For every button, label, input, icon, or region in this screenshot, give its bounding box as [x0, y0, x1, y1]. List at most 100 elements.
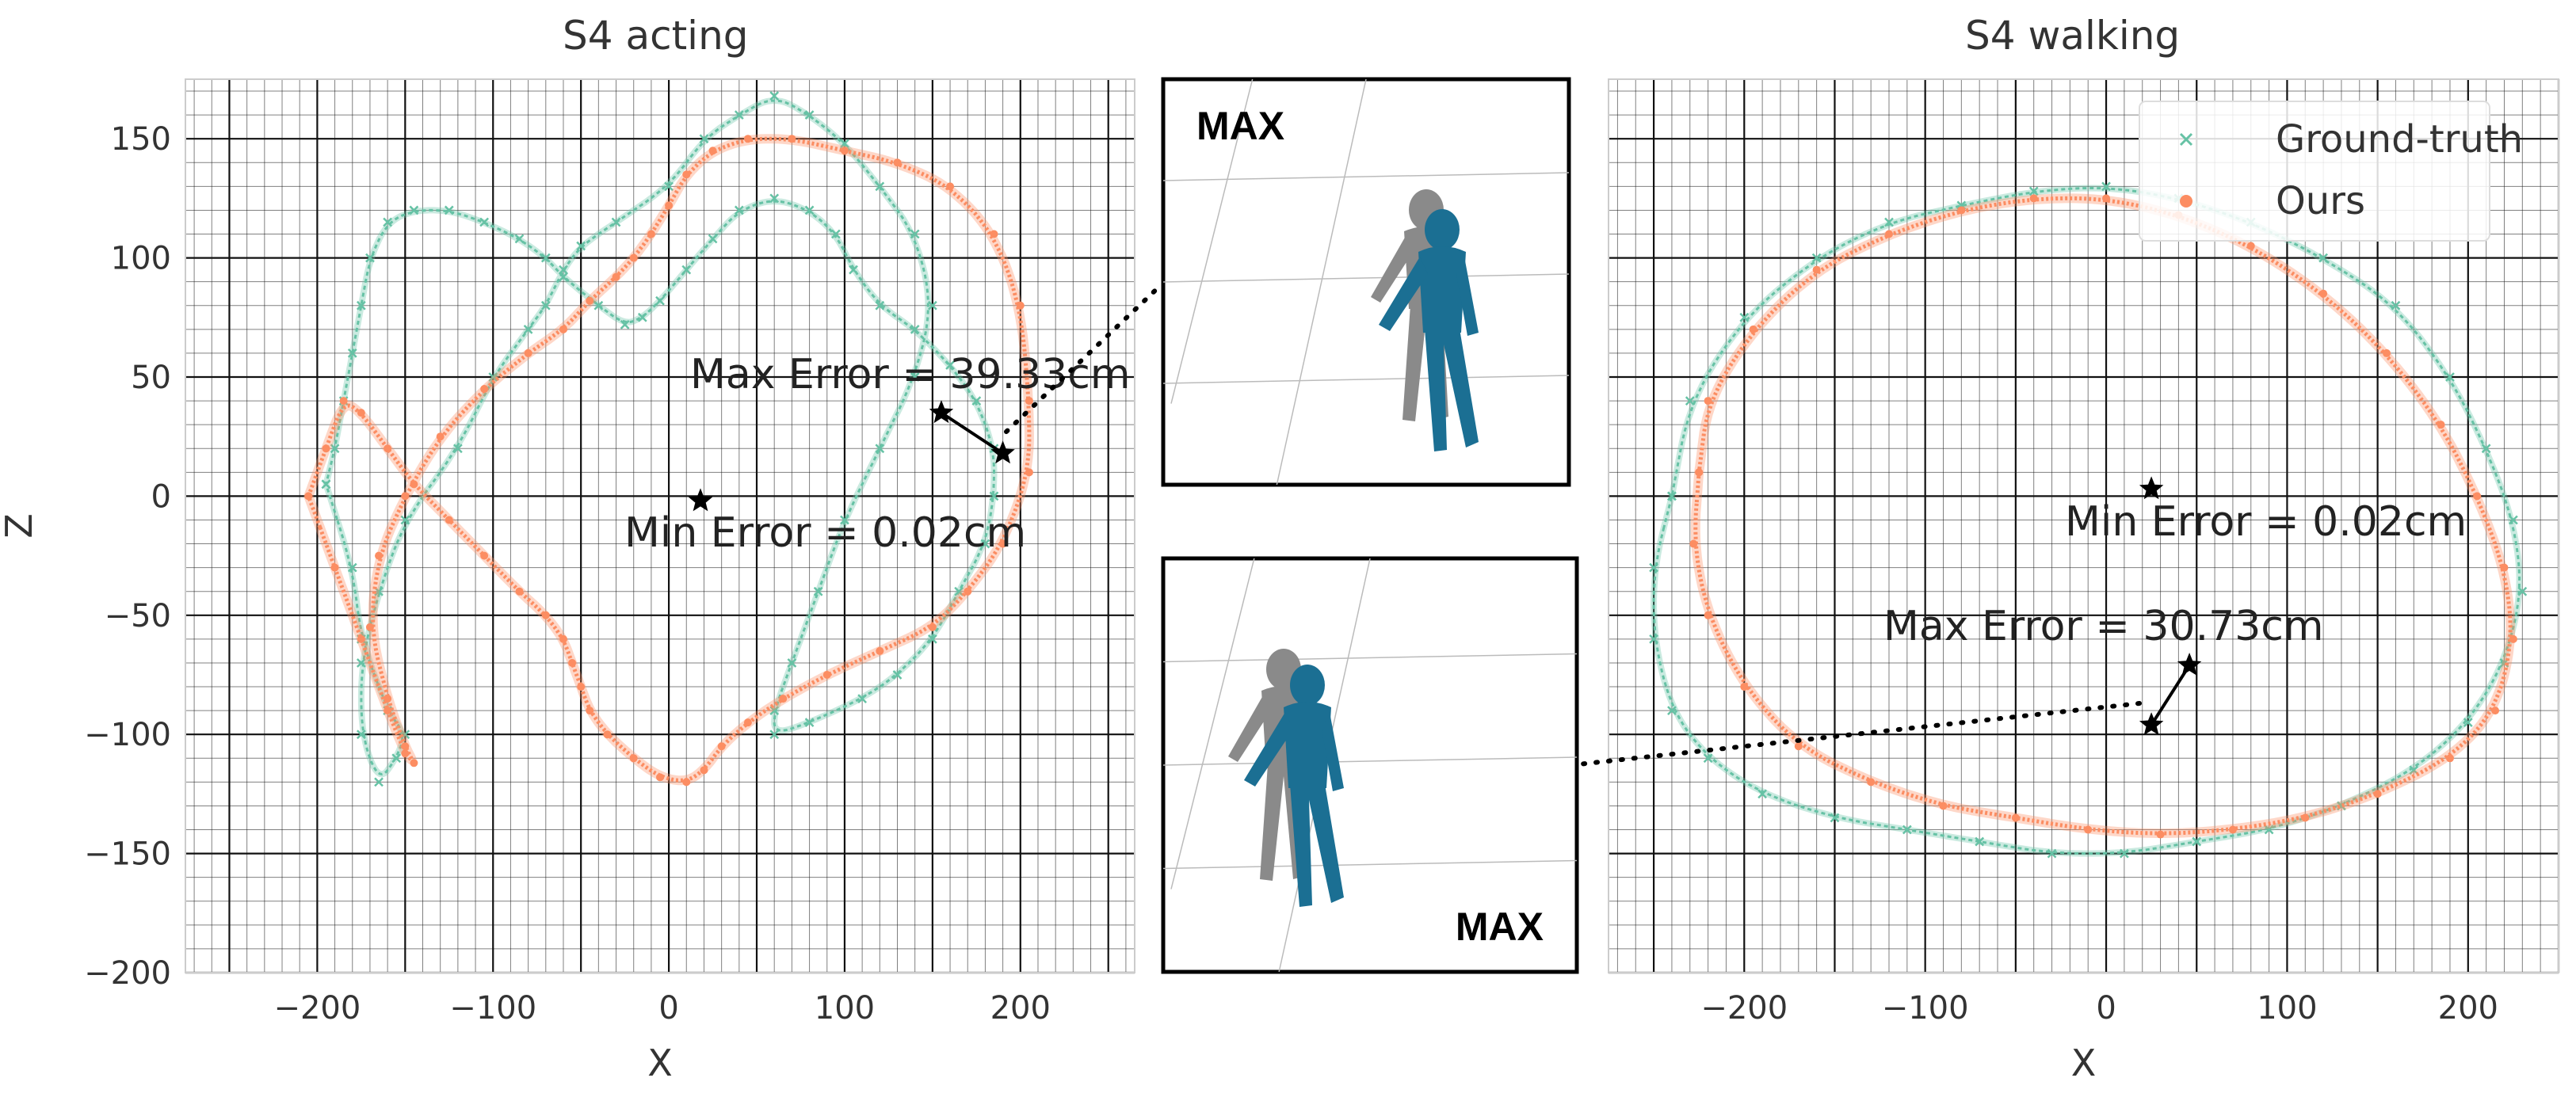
chart1-ground-truth-point: [971, 396, 982, 406]
chart2-x-tick-label: 200: [2438, 990, 2498, 1027]
chart1-max-error-star: [929, 400, 954, 424]
legend-marker-ground-truth: [2179, 132, 2193, 147]
chart1-ours-point: [964, 587, 972, 596]
chart1-ground-truth-point: [347, 349, 357, 358]
chart1-ours-point: [515, 587, 524, 596]
chart1-ours-point: [998, 539, 1007, 548]
chart2-ours-point: [1749, 325, 1757, 333]
chart1-ours-point: [357, 634, 365, 643]
insets-layer: MAX MAX: [1161, 77, 1579, 974]
chart1-ours-point: [322, 444, 330, 453]
chart1-ours-point: [304, 492, 313, 501]
chart2-ours-point: [2011, 813, 2020, 822]
chart1-ground-truth-point: [593, 300, 604, 310]
chart1-y-tick-label: 50: [131, 360, 171, 396]
chart1-ours-point: [656, 773, 664, 782]
chart1-ours-point: [480, 385, 489, 394]
figure-arm: [1379, 257, 1428, 331]
chart2-ours-point: [1957, 206, 1966, 215]
chart1-ground-truth-point: [347, 562, 357, 573]
chart2-ground-truth-point: [1649, 562, 1658, 573]
chart1-ground-truth-point: [611, 217, 621, 227]
chart2-x-tick-label: −200: [1700, 990, 1788, 1027]
chart1-x-tick-label: 0: [658, 990, 678, 1027]
chart1-ground-truth-point: [664, 181, 674, 192]
chart1-y-tick-label: 0: [151, 478, 171, 515]
figure-torso: [1418, 246, 1466, 333]
chart2-ground-truth-point: [1703, 753, 1713, 764]
chart1-ground-truth-point: [356, 729, 366, 740]
inset-floor-line: [1276, 78, 1367, 486]
chart1-ground-truth-point: [875, 300, 885, 310]
chart1-ground-truth-point: [769, 706, 780, 716]
chart1-ground-truth-point: [479, 217, 490, 227]
chart1-ground-truth-point: [840, 139, 849, 149]
chart1-ground-truth-point: [637, 312, 647, 322]
chart2-ours-point: [2473, 492, 2482, 501]
chart1-ours-point: [577, 683, 586, 691]
chart1-ground-truth-point: [910, 229, 920, 239]
chart1-ours-point: [401, 492, 410, 501]
chart1-ours-point: [330, 563, 339, 572]
chart1-ground-truth-point: [708, 234, 718, 244]
axes-layer: −200 −100 0 100 200 −200 −150 −100 −50 0 50 100 150 X…: [0, 78, 2559, 1084]
chart1-max-error-connector: [940, 411, 1004, 455]
chart2-plot-frame: [1608, 78, 2559, 973]
chart1-ours-point: [445, 516, 453, 524]
figure-arm: [1228, 695, 1269, 762]
chart1-plot-frame: [185, 78, 1135, 973]
chart2-ours-point: [1695, 468, 1704, 477]
figure-torso: [1284, 702, 1331, 788]
chart1-ground-truth-point: [769, 91, 780, 101]
chart1-x-tick-label: −100: [449, 990, 536, 1027]
figure-arm: [1456, 257, 1479, 336]
chart1-ground-truth-point: [769, 193, 780, 204]
chart2-ground-truth-point: [1975, 836, 1985, 847]
inset-frame: [1161, 556, 1579, 974]
legend-marker-ours: [2180, 195, 2192, 208]
chart1-ground-truth-point: [892, 670, 903, 680]
chart1-ours-point: [946, 182, 955, 191]
chart1-ground-truth-point: [875, 444, 885, 454]
chart1-y-tick-label: −150: [84, 836, 171, 873]
chart1-ours-point: [401, 749, 410, 758]
chart1-ours-point: [524, 349, 532, 357]
chart2-ground-truth-point: [1667, 491, 1677, 501]
inset-render-2: MAX: [1161, 556, 1579, 974]
chart2-ours-point: [1884, 230, 1893, 238]
chart1-ground-truth-point: [559, 272, 568, 282]
chart2-ground-truth-point: [2463, 718, 2473, 728]
inset-max-label: MAX: [1196, 104, 1284, 148]
chart1-ground-truth-point: [523, 324, 533, 334]
chart1-ground-truth-point: [699, 134, 709, 144]
chart2-ours-point: [1812, 265, 1821, 274]
chart1-ours-point: [339, 397, 348, 406]
chart2-ours-point: [2373, 790, 2382, 798]
chart1-ours-point: [629, 253, 638, 262]
inset-connector-acting: [1004, 283, 1163, 434]
chart1-ground-truth-point: [655, 295, 665, 306]
chart1-ours-point: [682, 778, 691, 787]
chart2-ours-point: [2228, 825, 2237, 834]
chart1-y-tick-label: −50: [105, 598, 171, 634]
chart1-ground-truth-point: [321, 479, 331, 489]
chart1-ours-point: [384, 695, 392, 703]
chart2-ground-truth-point: [2391, 300, 2401, 310]
chart1-ground-truth-point: [804, 205, 815, 215]
chart2-ground-truth-point: [1811, 253, 1822, 263]
chart1-ground-truth-point: [383, 217, 393, 227]
chart2-ground-truth-point: [1884, 217, 1894, 227]
chart1-ground-truth-point: [804, 110, 815, 120]
chart1-ours-point: [928, 623, 937, 631]
figure-legs: [1425, 329, 1479, 451]
chart2-ours-point: [2383, 349, 2391, 357]
chart2-ours-point: [1689, 539, 1698, 548]
chart1-ground-truth-point: [804, 718, 815, 728]
chart1-ground-truth-point: [734, 110, 744, 120]
figure-arm: [1244, 712, 1293, 787]
chart1-ours-point: [1025, 468, 1033, 477]
chart1-ours-point: [436, 432, 445, 441]
data-layer: [303, 91, 2528, 859]
chart2-x-tick-label: 0: [2096, 990, 2116, 1027]
chart1-ours-point: [1016, 301, 1025, 310]
